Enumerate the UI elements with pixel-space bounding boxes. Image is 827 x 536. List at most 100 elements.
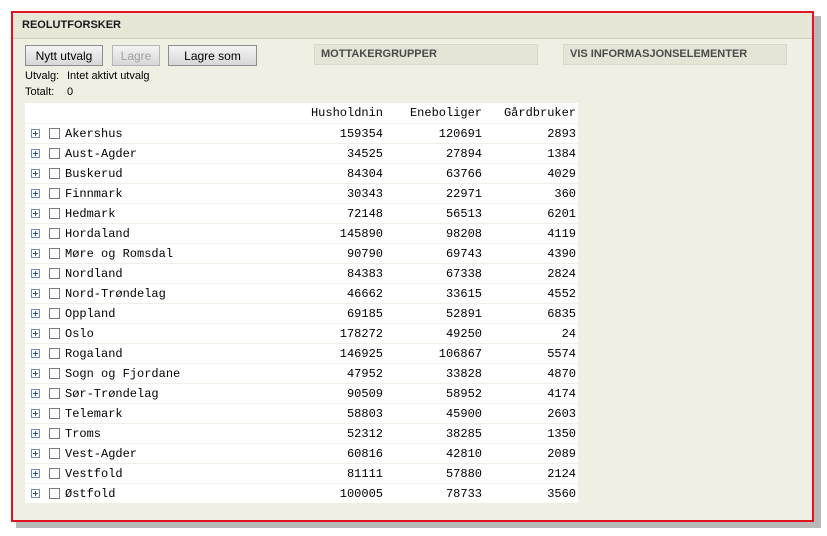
selection-label: Utvalg: bbox=[25, 70, 60, 82]
table-body: Akershus 159354 120691 2893 Aust-Agder 34525 2… bbox=[25, 123, 578, 503]
row-checkbox[interactable] bbox=[49, 128, 60, 139]
farms-value: 3560 bbox=[547, 487, 576, 501]
save-as-button[interactable]: Lagre som bbox=[168, 45, 257, 66]
detached-value: 33615 bbox=[445, 287, 482, 301]
expand-icon[interactable] bbox=[31, 289, 40, 298]
table-row: Sør-Trøndelag 90509 58952 4174 bbox=[25, 383, 578, 403]
detached-value: 52891 bbox=[445, 307, 482, 321]
column-detached-houses[interactable]: Eneboliger bbox=[409, 106, 482, 120]
selection-status: Utvalg: Intet aktivt utvalg bbox=[25, 70, 150, 82]
county-name: Nordland bbox=[65, 267, 123, 281]
county-name: Oslo bbox=[65, 327, 94, 341]
county-table: Husholdnin Eneboliger Gårdbruker Akershu… bbox=[25, 103, 578, 503]
households-value: 81111 bbox=[346, 467, 383, 481]
farms-value: 2603 bbox=[547, 407, 576, 421]
farms-value: 2124 bbox=[547, 467, 576, 481]
farms-value: 5574 bbox=[547, 347, 576, 361]
row-checkbox[interactable] bbox=[49, 228, 60, 239]
table-row: Nord-Trøndelag 46662 33615 4552 bbox=[25, 283, 578, 303]
new-selection-button[interactable]: Nytt utvalg bbox=[25, 45, 103, 66]
expand-icon[interactable] bbox=[31, 129, 40, 138]
farms-value: 4870 bbox=[547, 367, 576, 381]
farms-value: 4390 bbox=[547, 247, 576, 261]
expand-icon[interactable] bbox=[31, 409, 40, 418]
county-name: Rogaland bbox=[65, 347, 123, 361]
recipient-groups-header[interactable]: MOTTAKERGRUPPER bbox=[314, 44, 538, 65]
farms-value: 1350 bbox=[547, 427, 576, 441]
farms-value: 6201 bbox=[547, 207, 576, 221]
detached-value: 67338 bbox=[445, 267, 482, 281]
county-name: Hordaland bbox=[65, 227, 130, 241]
expand-icon[interactable] bbox=[31, 149, 40, 158]
households-value: 30343 bbox=[346, 187, 383, 201]
households-value: 145890 bbox=[339, 227, 383, 241]
households-value: 100005 bbox=[339, 487, 383, 501]
county-name: Akershus bbox=[65, 127, 123, 141]
county-name: Oppland bbox=[65, 307, 116, 321]
save-button[interactable]: Lagre bbox=[112, 45, 160, 66]
table-row: Sogn og Fjordane 47952 33828 4870 bbox=[25, 363, 578, 383]
expand-icon[interactable] bbox=[31, 349, 40, 358]
row-checkbox[interactable] bbox=[49, 428, 60, 439]
row-checkbox[interactable] bbox=[49, 368, 60, 379]
detached-value: 120691 bbox=[438, 127, 482, 141]
expand-icon[interactable] bbox=[31, 269, 40, 278]
column-farms[interactable]: Gårdbruker bbox=[503, 106, 576, 120]
expand-icon[interactable] bbox=[31, 469, 40, 478]
households-value: 69185 bbox=[346, 307, 383, 321]
expand-icon[interactable] bbox=[31, 429, 40, 438]
row-checkbox[interactable] bbox=[49, 288, 60, 299]
expand-icon[interactable] bbox=[31, 209, 40, 218]
detached-value: 98208 bbox=[445, 227, 482, 241]
row-checkbox[interactable] bbox=[49, 148, 60, 159]
row-checkbox[interactable] bbox=[49, 388, 60, 399]
show-info-elements-header[interactable]: VIS INFORMASJONSELEMENTER bbox=[563, 44, 787, 65]
row-checkbox[interactable] bbox=[49, 348, 60, 359]
expand-icon[interactable] bbox=[31, 249, 40, 258]
row-checkbox[interactable] bbox=[49, 208, 60, 219]
households-value: 52312 bbox=[346, 427, 383, 441]
row-checkbox[interactable] bbox=[49, 448, 60, 459]
households-value: 159354 bbox=[339, 127, 383, 141]
detached-value: 56513 bbox=[445, 207, 482, 221]
households-value: 60816 bbox=[346, 447, 383, 461]
expand-icon[interactable] bbox=[31, 229, 40, 238]
county-name: Troms bbox=[65, 427, 102, 441]
expand-icon[interactable] bbox=[31, 489, 40, 498]
expand-icon[interactable] bbox=[31, 449, 40, 458]
detached-value: 78733 bbox=[445, 487, 482, 501]
row-checkbox[interactable] bbox=[49, 468, 60, 479]
expand-icon[interactable] bbox=[31, 389, 40, 398]
farms-value: 1384 bbox=[547, 147, 576, 161]
expand-icon[interactable] bbox=[31, 309, 40, 318]
county-name: Nord-Trøndelag bbox=[65, 287, 166, 301]
row-checkbox[interactable] bbox=[49, 268, 60, 279]
row-checkbox[interactable] bbox=[49, 188, 60, 199]
table-row: Telemark 58803 45900 2603 bbox=[25, 403, 578, 423]
county-name: Sogn og Fjordane bbox=[65, 367, 181, 381]
table-row: Vestfold 81111 57880 2124 bbox=[25, 463, 578, 483]
table-row: Oppland 69185 52891 6835 bbox=[25, 303, 578, 323]
column-households[interactable]: Husholdnin bbox=[310, 106, 383, 120]
county-name: Hedmark bbox=[65, 207, 116, 221]
row-checkbox[interactable] bbox=[49, 488, 60, 499]
row-checkbox[interactable] bbox=[49, 328, 60, 339]
total-label: Totalt: bbox=[25, 86, 55, 98]
detached-value: 57880 bbox=[445, 467, 482, 481]
farms-value: 4552 bbox=[547, 287, 576, 301]
farms-value: 2089 bbox=[547, 447, 576, 461]
households-value: 47952 bbox=[346, 367, 383, 381]
detached-value: 38285 bbox=[445, 427, 482, 441]
table-row: Finnmark 30343 22971 360 bbox=[25, 183, 578, 203]
expand-icon[interactable] bbox=[31, 369, 40, 378]
expand-icon[interactable] bbox=[31, 169, 40, 178]
county-name: Finnmark bbox=[65, 187, 123, 201]
row-checkbox[interactable] bbox=[49, 168, 60, 179]
expand-icon[interactable] bbox=[31, 189, 40, 198]
row-checkbox[interactable] bbox=[49, 248, 60, 259]
row-checkbox[interactable] bbox=[49, 308, 60, 319]
expand-icon[interactable] bbox=[31, 329, 40, 338]
farms-value: 2824 bbox=[547, 267, 576, 281]
households-value: 90790 bbox=[346, 247, 383, 261]
row-checkbox[interactable] bbox=[49, 408, 60, 419]
